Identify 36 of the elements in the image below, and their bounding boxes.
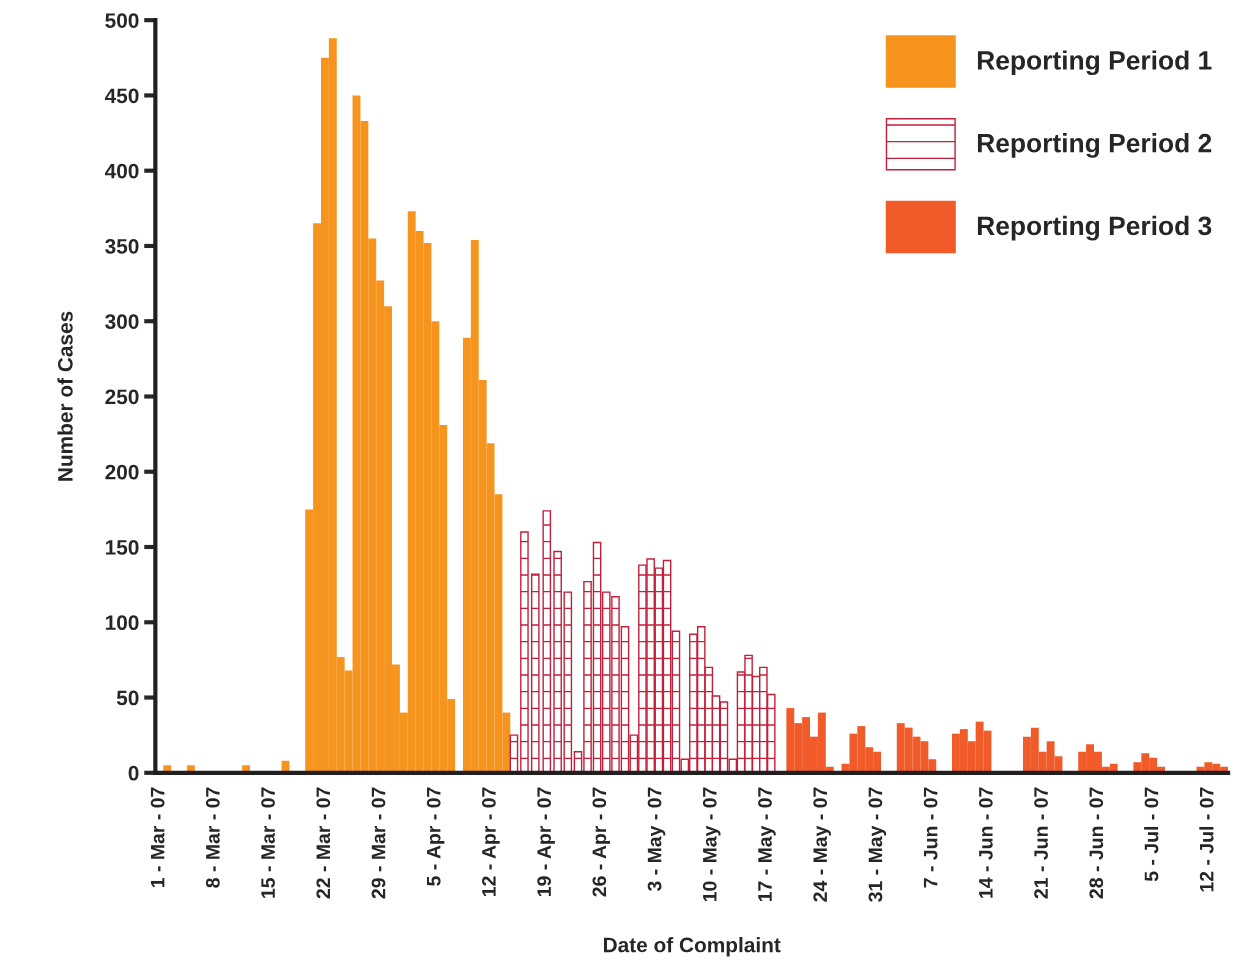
x-tick-label: 24 - May - 07 [813,787,831,902]
legend-label: Reporting Period 2 [977,133,1212,158]
x-tick-label: 3 - May - 07 [647,787,666,892]
x-tick-label: 28 - Jun - 07 [1089,787,1104,899]
y-tick-label: 50 [116,690,139,706]
x-tick-label: 5 - Jul - 07 [1144,787,1159,882]
y-tick-label: 300 [105,314,139,329]
y-axis-title: Number of Cases [57,311,73,481]
y-tick-label: 150 [105,540,139,555]
x-tick-label: 19 - Apr - 07 [537,787,555,897]
y-tick-label: 250 [105,389,139,405]
x-tick-label: 7 - Jun - 07 [923,787,938,888]
y-tick-label: 350 [105,238,139,254]
y-tick-label: 100 [105,615,139,631]
x-tick-label: 1 - Mar - 07 [150,787,165,888]
x-tick-label: 15 - Mar - 07 [261,787,275,898]
x-tick-label: 29 - Mar - 07 [371,787,386,899]
x-tick-label: 8 - Mar - 07 [205,787,220,888]
legend-label: Reporting Period 1 [977,50,1212,76]
x-tick-label: 31 - May - 07 [868,787,887,902]
y-tick-label: 500 [105,13,139,28]
y-tick-label: 0 [128,765,139,781]
x-tick-label: 21 - Jun - 07 [1034,787,1048,899]
y-tick-label: 450 [104,88,139,104]
x-tick-label: 5 - Apr - 07 [426,787,445,886]
x-axis-title: Date of Complaint [603,937,781,957]
x-tick-label: 12 - Jul - 07 [1199,787,1214,892]
legend-label: Reporting Period 3 [977,215,1212,241]
x-tick-label: 14 - Jun - 07 [978,787,993,898]
y-tick-label: 400 [104,163,139,179]
x-tick-label: 22 - Mar - 07 [316,787,331,899]
x-tick-label: 17 - May - 07 [758,787,776,902]
x-tick-label: 26 - Apr - 07 [592,787,611,897]
y-tick-label: 200 [105,464,139,480]
x-tick-label: 12 - Apr - 07 [482,787,500,897]
x-tick-label: 10 - May - 07 [702,787,721,902]
